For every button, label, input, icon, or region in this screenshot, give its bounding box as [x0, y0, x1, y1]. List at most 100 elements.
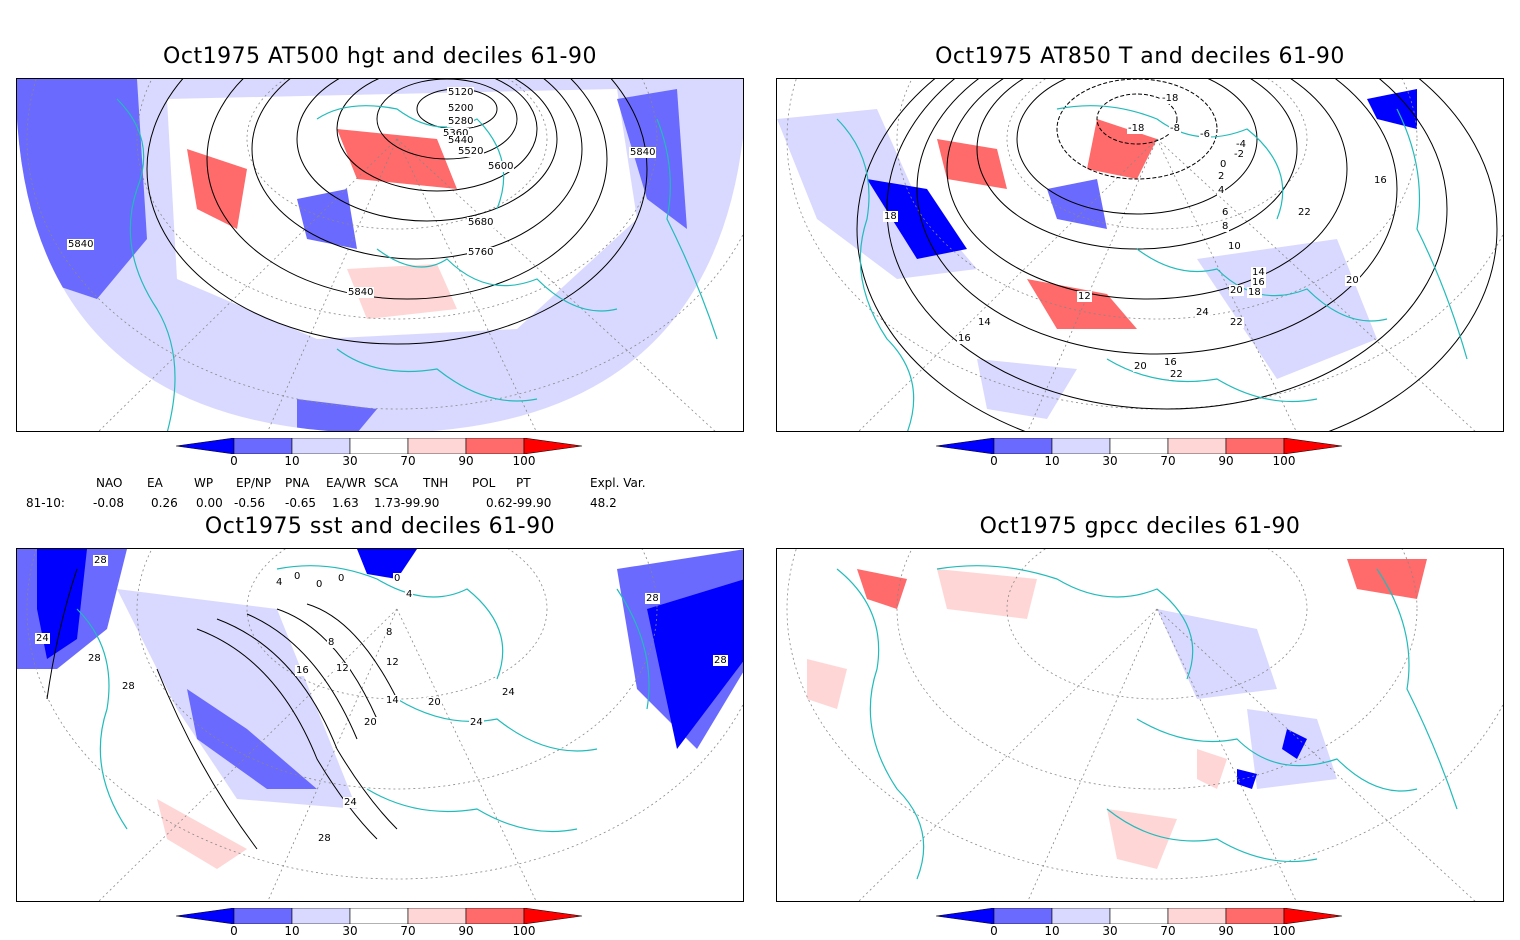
contour-label: 28 — [317, 833, 332, 844]
contour-label: 28 — [87, 653, 102, 664]
indices-value: 0.62-99.90 — [486, 496, 552, 510]
contour-label: 14 — [385, 695, 400, 706]
contour-label: 12 — [385, 657, 400, 668]
contour-label: 6 — [1221, 207, 1230, 218]
contour-label: 28 — [121, 681, 136, 692]
map-t850-svg — [777, 79, 1503, 431]
contour-label: 24 — [1195, 307, 1210, 318]
colorbar-label: 30 — [342, 924, 358, 938]
contour-label: 16 — [1373, 175, 1388, 186]
colorbar-label: 10 — [1044, 924, 1060, 938]
map-gpcc-svg — [777, 549, 1503, 901]
map-t850: -18 -18 -8 -6 -4 -2 0 2 4 6 8 10 12 14 14 16 16 16 16 18 18 2… — [776, 78, 1504, 432]
colorbar-label: 90 — [1218, 454, 1234, 468]
contour-label: 28 — [93, 555, 108, 566]
map-sst: 28 24 28 28 0 0 0 0 4 4 8 8 12 12 14 16 20 20 24 24 24 28 28 28 — [16, 548, 744, 902]
colorbar-label: 0 — [990, 454, 998, 468]
colorbar-label: 30 — [1102, 924, 1118, 938]
indices-header: TNH — [423, 476, 449, 490]
colorbar-sst: 0 10 30 70 90 100 — [176, 908, 586, 938]
colorbar-label: 0 — [230, 924, 238, 938]
contour-label: 2 — [1217, 171, 1226, 182]
contour-label: 18 — [883, 211, 898, 222]
colorbar-gpcc: 0 10 30 70 90 100 — [936, 908, 1346, 938]
contour-label: 24 — [35, 633, 50, 644]
colorbar-label: 90 — [458, 924, 474, 938]
contour-label: 5200 — [447, 103, 475, 114]
contour-label: 24 — [469, 717, 484, 728]
contour-label: 5840 — [67, 239, 95, 250]
contour-label: 20 — [1229, 285, 1244, 296]
contour-label: 20 — [1345, 275, 1360, 286]
indices-value: 1.63 — [332, 496, 359, 510]
indices-header: EP/NP — [236, 476, 272, 490]
indices-header: SCA — [374, 476, 399, 490]
colorbar-label: 10 — [284, 924, 300, 938]
indices-value: 0.00 — [196, 496, 223, 510]
indices-table: NAO EA WP EP/NP PNA EA/WR SCA TNH POL PT… — [0, 474, 720, 514]
contour-label: 20 — [363, 717, 378, 728]
colorbar-label: 100 — [1272, 924, 1296, 938]
contour-label: 5680 — [467, 217, 495, 228]
indices-header: EA/WR — [326, 476, 367, 490]
contour-label: 16 — [1251, 277, 1266, 288]
indices-value: 48.2 — [590, 496, 617, 510]
colorbar-hgt500-svg — [176, 438, 583, 454]
contour-label: -4 — [1235, 139, 1247, 150]
panel-title-t850: Oct1975 AT850 T and deciles 61-90 — [935, 44, 1345, 69]
panel-title-gpcc: Oct1975 gpcc deciles 61-90 — [979, 514, 1301, 539]
contour-label: 10 — [1227, 241, 1242, 252]
indices-value: 1.73-99.90 — [374, 496, 440, 510]
contour-label: 0 — [393, 573, 402, 584]
contour-label: -6 — [1199, 129, 1211, 140]
contour-label: 18 — [1247, 287, 1262, 298]
contour-label: 4 — [1217, 185, 1226, 196]
indices-header: PT — [516, 476, 531, 490]
colorbar-label: 10 — [284, 454, 300, 468]
contour-label: 4 — [275, 577, 284, 588]
contour-label: -8 — [1169, 123, 1181, 134]
colorbar-hgt500: 0 10 30 70 90 100 — [176, 438, 586, 468]
contour-label: 20 — [1133, 361, 1148, 372]
contour-label: 8 — [327, 637, 336, 648]
indices-header: NAO — [96, 476, 123, 490]
colorbar-label: 100 — [512, 924, 536, 938]
colorbar-label: 100 — [1272, 454, 1296, 468]
contour-label: 8 — [385, 627, 394, 638]
contour-label: 28 — [645, 593, 660, 604]
indices-value: -0.56 — [234, 496, 266, 510]
contour-label: 0 — [315, 579, 324, 590]
indices-header: Expl. Var. — [590, 476, 646, 490]
indices-header: EA — [147, 476, 163, 490]
indices-row-label: 81-10: — [26, 496, 65, 510]
contour-label: 8 — [1221, 221, 1230, 232]
colorbar-sst-svg — [176, 908, 583, 924]
indices-header: POL — [472, 476, 496, 490]
contour-label: 5840 — [629, 147, 657, 158]
map-hgt500: 5120 5200 5280 5360 5440 5520 5600 5680 5760 5840… — [16, 78, 744, 432]
contour-label: 5760 — [467, 247, 495, 258]
colorbar-label: 90 — [458, 454, 474, 468]
contour-label: -18 — [1161, 93, 1180, 104]
indices-value: 0.26 — [151, 496, 178, 510]
contour-label: 22 — [1229, 317, 1244, 328]
contour-label: -2 — [1233, 149, 1245, 160]
colorbar-t850-svg — [936, 438, 1343, 454]
colorbar-label: 0 — [230, 454, 238, 468]
contour-label: 22 — [1297, 207, 1312, 218]
contour-label: 14 — [1251, 267, 1266, 278]
colorbar-label: 0 — [990, 924, 998, 938]
indices-value: -0.65 — [285, 496, 317, 510]
contour-label: 16 — [957, 333, 972, 344]
contour-label: 5840 — [347, 287, 375, 298]
contour-label: 22 — [1169, 369, 1184, 380]
contour-label: 4 — [405, 589, 414, 600]
contour-label: 5360 — [442, 128, 470, 139]
map-gpcc — [776, 548, 1504, 902]
contour-label: 5600 — [487, 161, 515, 172]
colorbar-label: 70 — [1160, 924, 1176, 938]
contour-label: 0 — [337, 573, 346, 584]
indices-header: PNA — [285, 476, 310, 490]
contour-label: 14 — [977, 317, 992, 328]
contour-label: 5440 — [447, 135, 475, 146]
